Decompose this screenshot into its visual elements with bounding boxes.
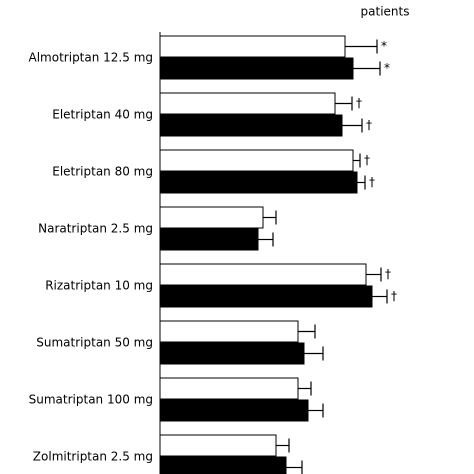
bar [159,114,343,137]
bar [159,377,299,400]
y-tick-label: Sumatriptan 100 mg [29,393,153,407]
significance-marker: † [385,267,391,281]
y-tick-label: Almotriptan 12.5 mg [29,51,153,65]
y-tick-label: Eletriptan 80 mg [52,165,153,179]
bar [159,228,259,251]
y-tick-label: Rizatriptan 10 mg [45,279,153,293]
y-tick-label: Sumatriptan 50 mg [36,336,153,350]
significance-marker: * [384,61,390,75]
bar [159,57,354,80]
bar [159,399,309,422]
bar [159,206,264,229]
significance-marker: † [364,153,370,167]
significance-marker: † [356,96,362,110]
bar [159,171,358,194]
significance-marker: * [381,39,387,53]
significance-marker: † [391,289,397,303]
significance-marker: † [366,118,372,132]
chart-subtitle: patients [361,5,410,19]
bar [159,320,299,343]
bar [159,263,367,286]
significance-marker: † [369,175,375,189]
y-tick-label: Eletriptan 40 mg [52,108,153,122]
bar [159,149,354,172]
bar [159,285,373,308]
bar [159,342,305,365]
bar [159,92,336,115]
bar [159,434,277,457]
bar [159,35,346,58]
y-tick-label: Naratriptan 2.5 mg [38,222,153,236]
y-tick-label: Zolmitriptan 2.5 mg [33,450,153,464]
bar [159,456,287,474]
